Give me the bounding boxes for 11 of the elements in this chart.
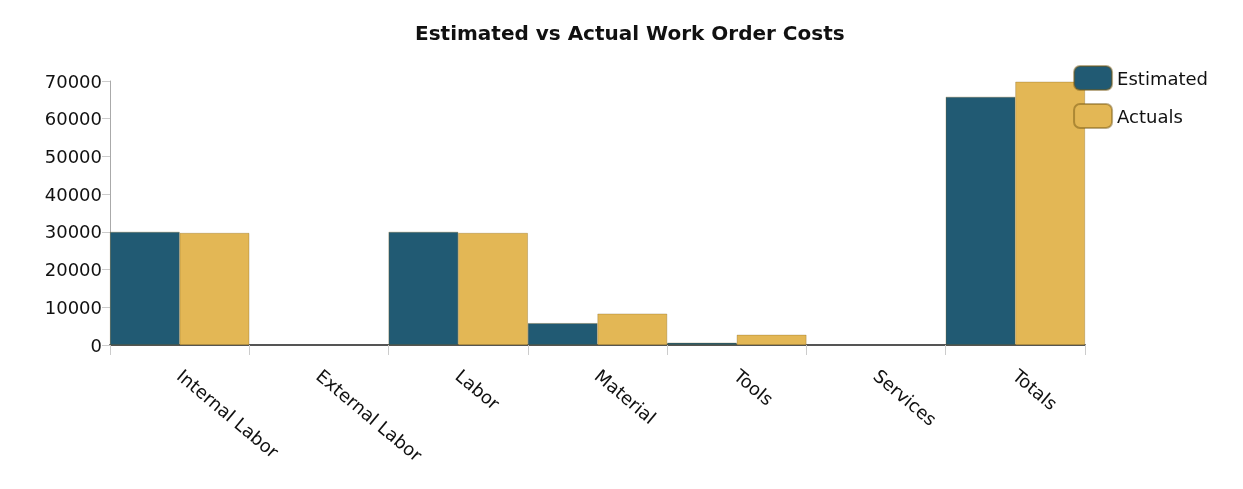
legend-label: Actuals <box>1117 105 1183 127</box>
chart-title: Estimated vs Actual Work Order Costs <box>415 21 845 45</box>
y-tick-label: 60000 <box>44 108 102 130</box>
y-tick-label: 30000 <box>44 221 102 243</box>
y-tick-label: 0 <box>90 334 102 356</box>
y-tick-label: 70000 <box>44 70 102 92</box>
y-tick-label: 40000 <box>44 183 102 205</box>
y-tick-label: 20000 <box>44 259 102 281</box>
y-tick-label: 10000 <box>44 296 102 318</box>
legend-label: Estimated <box>1117 67 1209 89</box>
y-tick-label: 50000 <box>44 145 102 167</box>
